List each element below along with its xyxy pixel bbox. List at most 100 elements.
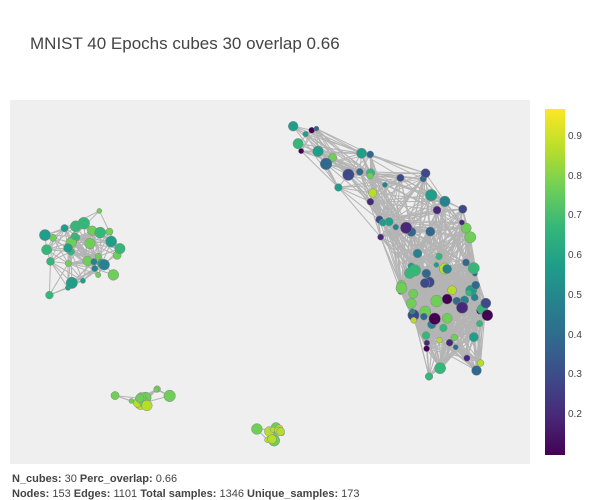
graph-node[interactable] [410, 317, 417, 324]
graph-node[interactable] [423, 339, 431, 347]
graph-node[interactable] [292, 138, 304, 150]
graph-node[interactable] [441, 313, 453, 324]
graph-node[interactable] [65, 276, 78, 289]
graph-node[interactable] [476, 320, 484, 328]
graph-node[interactable] [114, 243, 126, 255]
graph-node[interactable] [107, 269, 120, 281]
graph-node[interactable] [450, 333, 458, 341]
graph-node[interactable] [356, 168, 364, 176]
graph-node[interactable] [313, 125, 320, 132]
graph-node[interactable] [319, 157, 333, 171]
graph-node[interactable] [251, 423, 263, 435]
graph-node[interactable] [434, 362, 446, 375]
graph-node[interactable] [463, 354, 471, 362]
graph-node[interactable] [94, 226, 106, 239]
graph-node[interactable] [95, 272, 102, 278]
graph-node[interactable] [342, 168, 355, 181]
graph-node[interactable] [98, 259, 110, 271]
graph-node[interactable] [90, 258, 98, 266]
graph-node[interactable] [420, 312, 428, 321]
graph-node[interactable] [288, 121, 299, 132]
graph-node[interactable] [382, 182, 388, 188]
graph-node[interactable] [110, 391, 120, 400]
graph-node[interactable] [433, 262, 440, 268]
graph-node[interactable] [456, 301, 469, 314]
graph-node[interactable] [441, 293, 453, 305]
graph-node[interactable] [396, 173, 405, 182]
graph-node[interactable] [408, 288, 419, 299]
graph-node[interactable] [481, 309, 494, 321]
graph-node[interactable] [366, 172, 374, 180]
graph-node[interactable] [302, 131, 309, 138]
graph-node[interactable] [366, 150, 374, 159]
graph-node[interactable] [425, 189, 438, 202]
graph-node[interactable] [328, 153, 337, 162]
graph-node[interactable] [447, 285, 457, 295]
graph-node[interactable] [469, 332, 479, 342]
graph-node[interactable] [312, 145, 324, 157]
network-graph[interactable] [10, 100, 530, 464]
graph-node[interactable] [439, 195, 451, 207]
graph-node[interactable] [105, 227, 114, 236]
graph-node[interactable] [471, 280, 481, 290]
graph-node[interactable] [91, 265, 99, 272]
graph-node[interactable] [128, 398, 135, 404]
graph-node[interactable] [96, 208, 103, 214]
graph-node[interactable] [467, 262, 480, 275]
graph-node[interactable] [419, 278, 430, 289]
graph-node[interactable] [428, 312, 441, 325]
graph-node[interactable] [80, 277, 86, 284]
graph-node[interactable] [408, 264, 421, 277]
graph-node[interactable] [476, 359, 485, 367]
graph-node[interactable] [41, 244, 52, 256]
graph-node[interactable] [334, 183, 343, 192]
graph-node[interactable] [465, 289, 472, 297]
graph-node[interactable] [452, 344, 459, 351]
graph-node[interactable] [412, 248, 423, 259]
graph-node[interactable] [462, 258, 470, 267]
graph-node[interactable] [424, 372, 434, 381]
graph-node[interactable] [70, 232, 79, 240]
graph-node[interactable] [379, 218, 387, 227]
graph-node[interactable] [420, 168, 431, 179]
graph-node[interactable] [94, 253, 102, 260]
graph-node[interactable] [430, 294, 443, 308]
graph-node[interactable] [356, 147, 367, 159]
graph-node[interactable] [432, 205, 442, 215]
graph-node[interactable] [425, 226, 436, 237]
graph-node[interactable] [141, 399, 153, 412]
graph-node[interactable] [298, 148, 305, 154]
graph-node[interactable] [480, 297, 492, 309]
graph-node[interactable] [366, 198, 375, 206]
graph-node[interactable] [435, 252, 443, 261]
graph-node[interactable] [395, 282, 408, 294]
graph-node[interactable] [464, 231, 477, 244]
graph-node[interactable] [470, 293, 479, 302]
graph-node[interactable] [64, 260, 72, 267]
graph-node[interactable] [421, 268, 431, 279]
graph-node[interactable] [377, 233, 384, 241]
graph-node[interactable] [405, 298, 417, 309]
graph-node[interactable] [436, 337, 443, 344]
graph-node[interactable] [445, 338, 454, 347]
graph-node[interactable] [458, 204, 468, 214]
graph-node[interactable] [46, 257, 55, 266]
graph-node[interactable] [105, 235, 117, 248]
graph-node[interactable] [77, 217, 90, 230]
graph-node[interactable] [135, 393, 145, 403]
graph-node[interactable] [458, 219, 465, 226]
graph-node[interactable] [471, 365, 482, 376]
graph-node[interactable] [163, 389, 176, 402]
graph-node[interactable] [153, 386, 160, 393]
graph-node[interactable] [39, 229, 51, 241]
graph-node[interactable] [423, 345, 430, 352]
graph-node[interactable] [392, 223, 399, 231]
graph-node[interactable] [45, 290, 54, 300]
graph-node[interactable] [421, 331, 431, 340]
graph-node[interactable] [409, 308, 416, 315]
graph-node[interactable] [60, 224, 69, 233]
graph-node[interactable] [267, 434, 277, 444]
graph-node[interactable] [442, 264, 452, 274]
graph-node[interactable] [368, 188, 378, 198]
graph-node[interactable] [84, 238, 96, 250]
